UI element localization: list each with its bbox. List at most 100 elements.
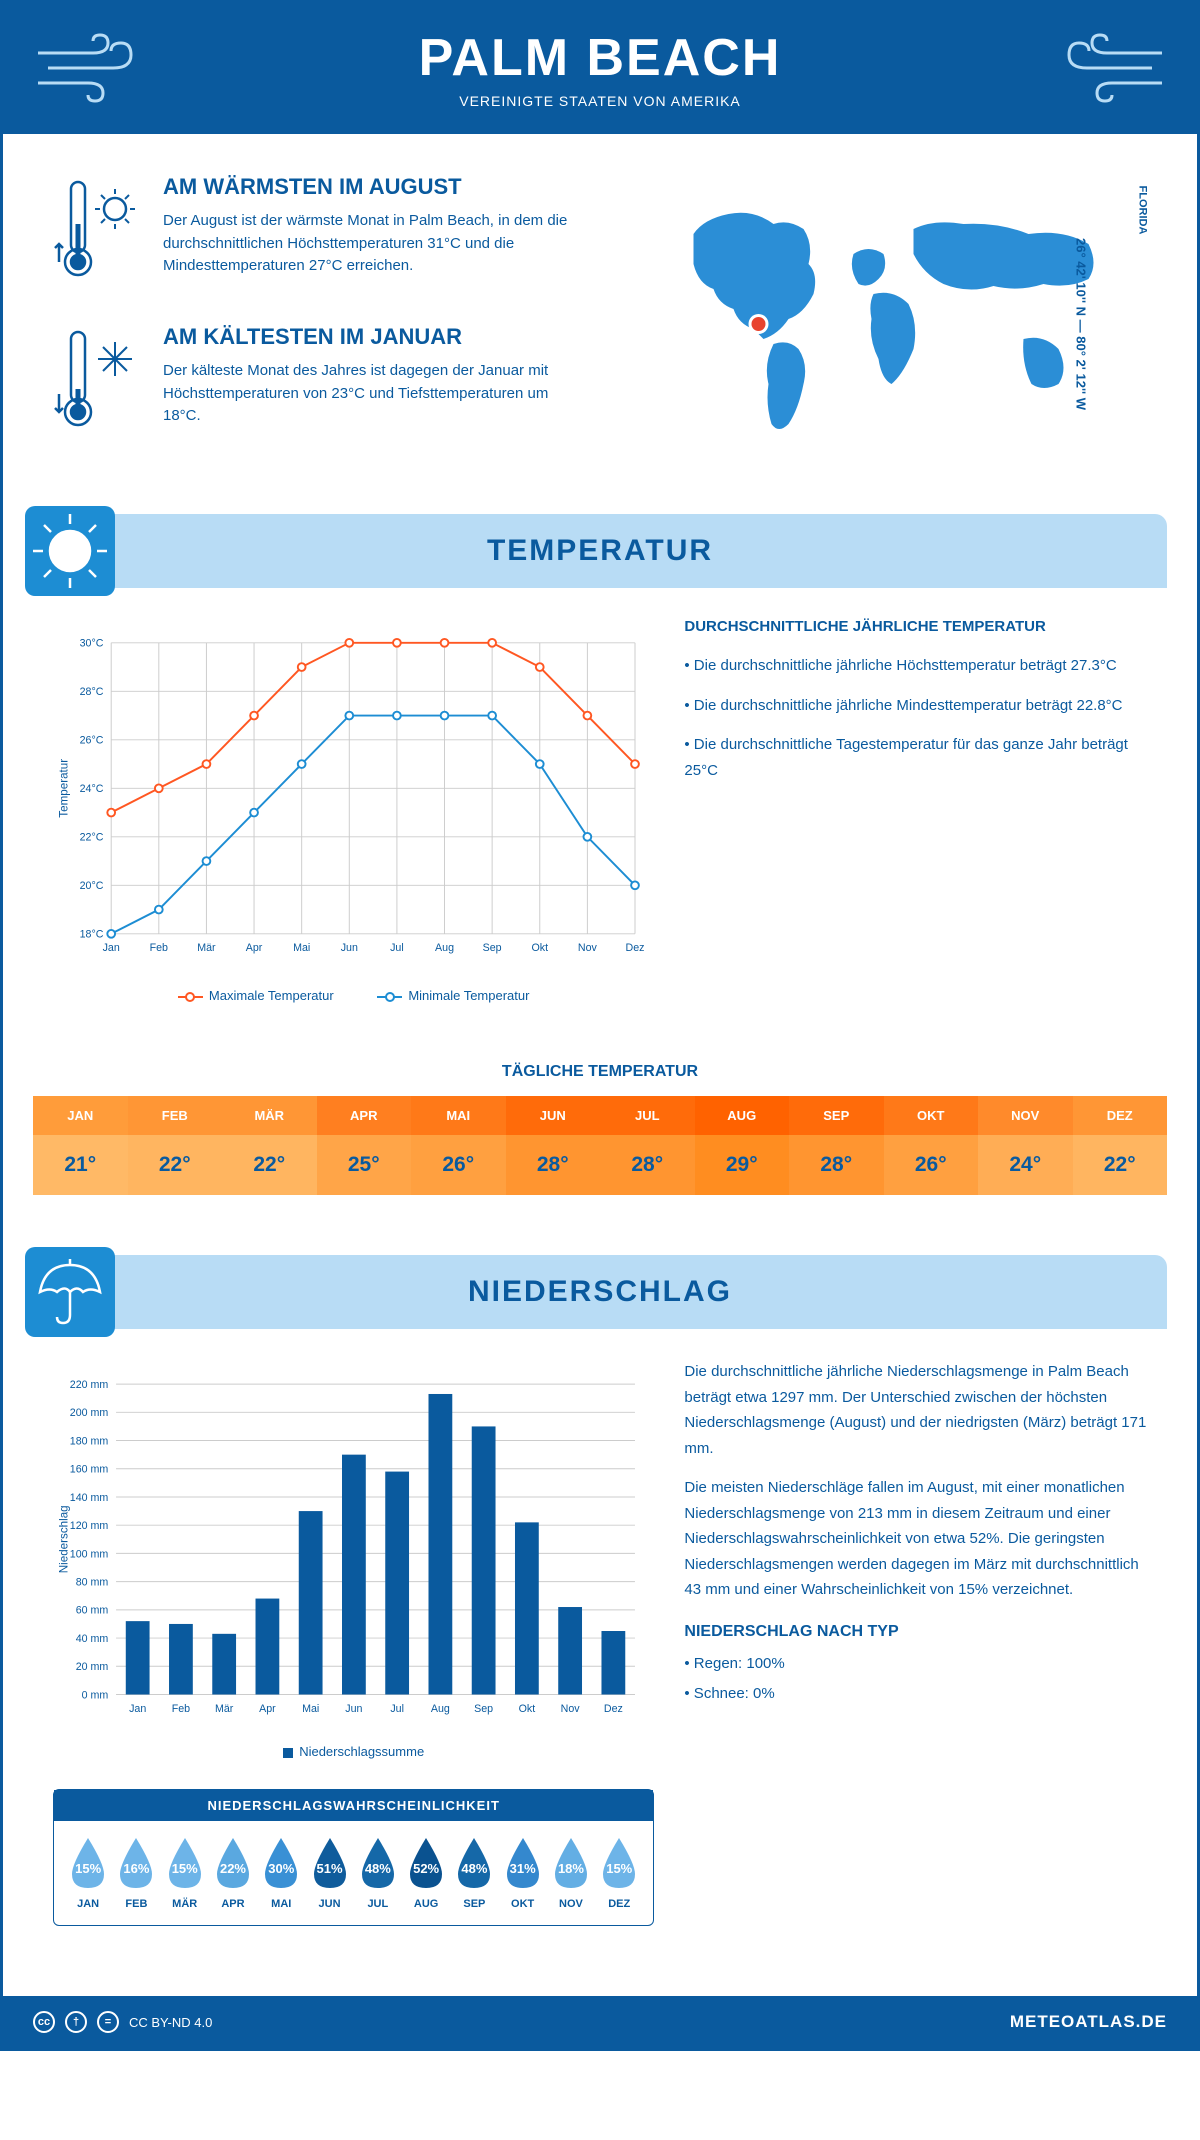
daily-temp-table: JAN 21° FEB 22° MÄR 22° APR 25° MAI 26° … xyxy=(33,1096,1167,1195)
prob-item: 48% JUL xyxy=(354,1836,402,1910)
svg-text:Jan: Jan xyxy=(103,942,120,954)
daily-temp-title: TÄGLICHE TEMPERATUR xyxy=(3,1063,1197,1081)
svg-text:Jun: Jun xyxy=(341,942,358,954)
intro-section: AM WÄRMSTEN IM AUGUST Der August ist der… xyxy=(3,134,1197,514)
svg-text:0 mm: 0 mm xyxy=(82,1689,109,1701)
page-title: PALM BEACH xyxy=(3,28,1197,88)
prob-item: 15% JAN xyxy=(64,1836,112,1910)
svg-text:Okt: Okt xyxy=(519,1703,536,1715)
precip-type-rain: • Regen: 100% xyxy=(684,1651,1147,1677)
svg-text:Dez: Dez xyxy=(626,942,645,954)
prob-item: 16% FEB xyxy=(112,1836,160,1910)
daily-col: MAI 26° xyxy=(411,1096,506,1195)
world-map: FLORIDA 26° 42' 10'' N — 80° 2' 12'' W xyxy=(620,174,1147,474)
prob-item: 18% NOV xyxy=(547,1836,595,1910)
svg-text:140 mm: 140 mm xyxy=(70,1492,109,1504)
svg-text:Jul: Jul xyxy=(390,942,404,954)
region-label: FLORIDA xyxy=(1137,186,1149,235)
warmest-text: Der August ist der wärmste Monat in Palm… xyxy=(163,210,580,278)
warmest-title: AM WÄRMSTEN IM AUGUST xyxy=(163,174,580,200)
svg-text:Niederschlag: Niederschlag xyxy=(58,1505,71,1573)
avg-temp-bullet: • Die durchschnittliche jährliche Höchst… xyxy=(684,653,1147,679)
avg-temp-heading: DURCHSCHNITTLICHE JÄHRLICHE TEMPERATUR xyxy=(684,618,1147,635)
wind-icon xyxy=(33,33,143,103)
svg-text:20°C: 20°C xyxy=(80,880,104,892)
wind-icon xyxy=(1057,33,1167,103)
svg-text:Jul: Jul xyxy=(390,1703,404,1715)
legend-min: Minimale Temperatur xyxy=(408,988,529,1003)
precip-legend: Niederschlagssumme xyxy=(53,1744,654,1759)
coordinates: 26° 42' 10'' N — 80° 2' 12'' W xyxy=(1073,238,1088,410)
temperature-legend: Maximale Temperatur Minimale Temperatur xyxy=(53,988,654,1003)
daily-col: DEZ 22° xyxy=(1073,1096,1168,1195)
svg-text:60 mm: 60 mm xyxy=(76,1605,109,1617)
precip-text: Die durchschnittliche jährliche Niedersc… xyxy=(684,1359,1147,1461)
svg-text:22°C: 22°C xyxy=(80,832,104,844)
daily-col: AUG 29° xyxy=(695,1096,790,1195)
by-icon: † xyxy=(65,2011,87,2033)
temperature-section-header: TEMPERATUR xyxy=(33,514,1167,588)
svg-text:Jan: Jan xyxy=(129,1703,146,1715)
daily-col: JAN 21° xyxy=(33,1096,128,1195)
probability-title: NIEDERSCHLAGSWAHRSCHEINLICHKEIT xyxy=(54,1790,653,1821)
prob-item: 51% JUN xyxy=(305,1836,353,1910)
prob-item: 31% OKT xyxy=(499,1836,547,1910)
precipitation-body: 0 mm20 mm40 mm60 mm80 mm100 mm120 mm140 … xyxy=(3,1329,1197,1956)
svg-text:Sep: Sep xyxy=(474,1703,493,1715)
temperature-line-chart: 18°C20°C22°C24°C26°C28°C30°CJanFebMärApr… xyxy=(53,618,654,978)
svg-text:18°C: 18°C xyxy=(80,929,104,941)
daily-col: FEB 22° xyxy=(128,1096,223,1195)
svg-text:28°C: 28°C xyxy=(80,686,104,698)
prob-item: 52% AUG xyxy=(402,1836,450,1910)
svg-text:220 mm: 220 mm xyxy=(70,1379,109,1391)
daily-col: APR 25° xyxy=(317,1096,412,1195)
svg-text:Jun: Jun xyxy=(345,1703,362,1715)
daily-col: SEP 28° xyxy=(789,1096,884,1195)
prob-item: 30% MAI xyxy=(257,1836,305,1910)
svg-text:40 mm: 40 mm xyxy=(76,1633,109,1645)
svg-text:Mär: Mär xyxy=(215,1703,234,1715)
svg-text:Mai: Mai xyxy=(293,942,310,954)
cc-icon: cc xyxy=(33,2011,55,2033)
daily-col: NOV 24° xyxy=(978,1096,1073,1195)
svg-text:30°C: 30°C xyxy=(80,638,104,650)
svg-text:Feb: Feb xyxy=(172,1703,190,1715)
svg-text:20 mm: 20 mm xyxy=(76,1661,109,1673)
svg-text:26°C: 26°C xyxy=(80,735,104,747)
thermometer-snow-icon xyxy=(53,324,143,439)
avg-temp-bullet: • Die durchschnittliche jährliche Mindes… xyxy=(684,693,1147,719)
precip-text: Die meisten Niederschläge fallen im Augu… xyxy=(684,1475,1147,1603)
svg-text:180 mm: 180 mm xyxy=(70,1435,109,1447)
nd-icon: = xyxy=(97,2011,119,2033)
probability-box: NIEDERSCHLAGSWAHRSCHEINLICHKEIT 15% JAN … xyxy=(53,1789,654,1926)
svg-text:200 mm: 200 mm xyxy=(70,1407,109,1419)
svg-text:100 mm: 100 mm xyxy=(70,1548,109,1560)
avg-temp-bullet: • Die durchschnittliche Tagestemperatur … xyxy=(684,732,1147,783)
site-name: METEOATLAS.DE xyxy=(1010,2012,1167,2032)
footer: cc † = CC BY-ND 4.0 METEOATLAS.DE xyxy=(3,1996,1197,2048)
header: PALM BEACH VEREINIGTE STAATEN VON AMERIK… xyxy=(3,3,1197,134)
svg-text:Nov: Nov xyxy=(578,942,598,954)
legend-max: Maximale Temperatur xyxy=(209,988,334,1003)
svg-text:Aug: Aug xyxy=(431,1703,450,1715)
svg-text:Okt: Okt xyxy=(531,942,548,954)
daily-col: JUN 28° xyxy=(506,1096,601,1195)
coldest-block: AM KÄLTESTEN IM JANUAR Der kälteste Mona… xyxy=(53,324,580,439)
precip-type-heading: NIEDERSCHLAG NACH TYP xyxy=(684,1623,1147,1641)
temperature-title: TEMPERATUR xyxy=(53,534,1147,568)
page-subtitle: VEREINIGTE STAATEN VON AMERIKA xyxy=(3,93,1197,109)
daily-col: MÄR 22° xyxy=(222,1096,317,1195)
svg-text:Temperatur: Temperatur xyxy=(58,759,71,818)
coldest-title: AM KÄLTESTEN IM JANUAR xyxy=(163,324,580,350)
precipitation-title: NIEDERSCHLAG xyxy=(53,1275,1147,1309)
prob-item: 48% SEP xyxy=(450,1836,498,1910)
infographic-container: PALM BEACH VEREINIGTE STAATEN VON AMERIK… xyxy=(0,0,1200,2051)
prob-item: 15% DEZ xyxy=(595,1836,643,1910)
daily-col: OKT 26° xyxy=(884,1096,979,1195)
svg-text:160 mm: 160 mm xyxy=(70,1464,109,1476)
svg-text:Dez: Dez xyxy=(604,1703,623,1715)
daily-col: JUL 28° xyxy=(600,1096,695,1195)
svg-text:24°C: 24°C xyxy=(80,783,104,795)
svg-text:Mär: Mär xyxy=(197,942,216,954)
svg-text:120 mm: 120 mm xyxy=(70,1520,109,1532)
